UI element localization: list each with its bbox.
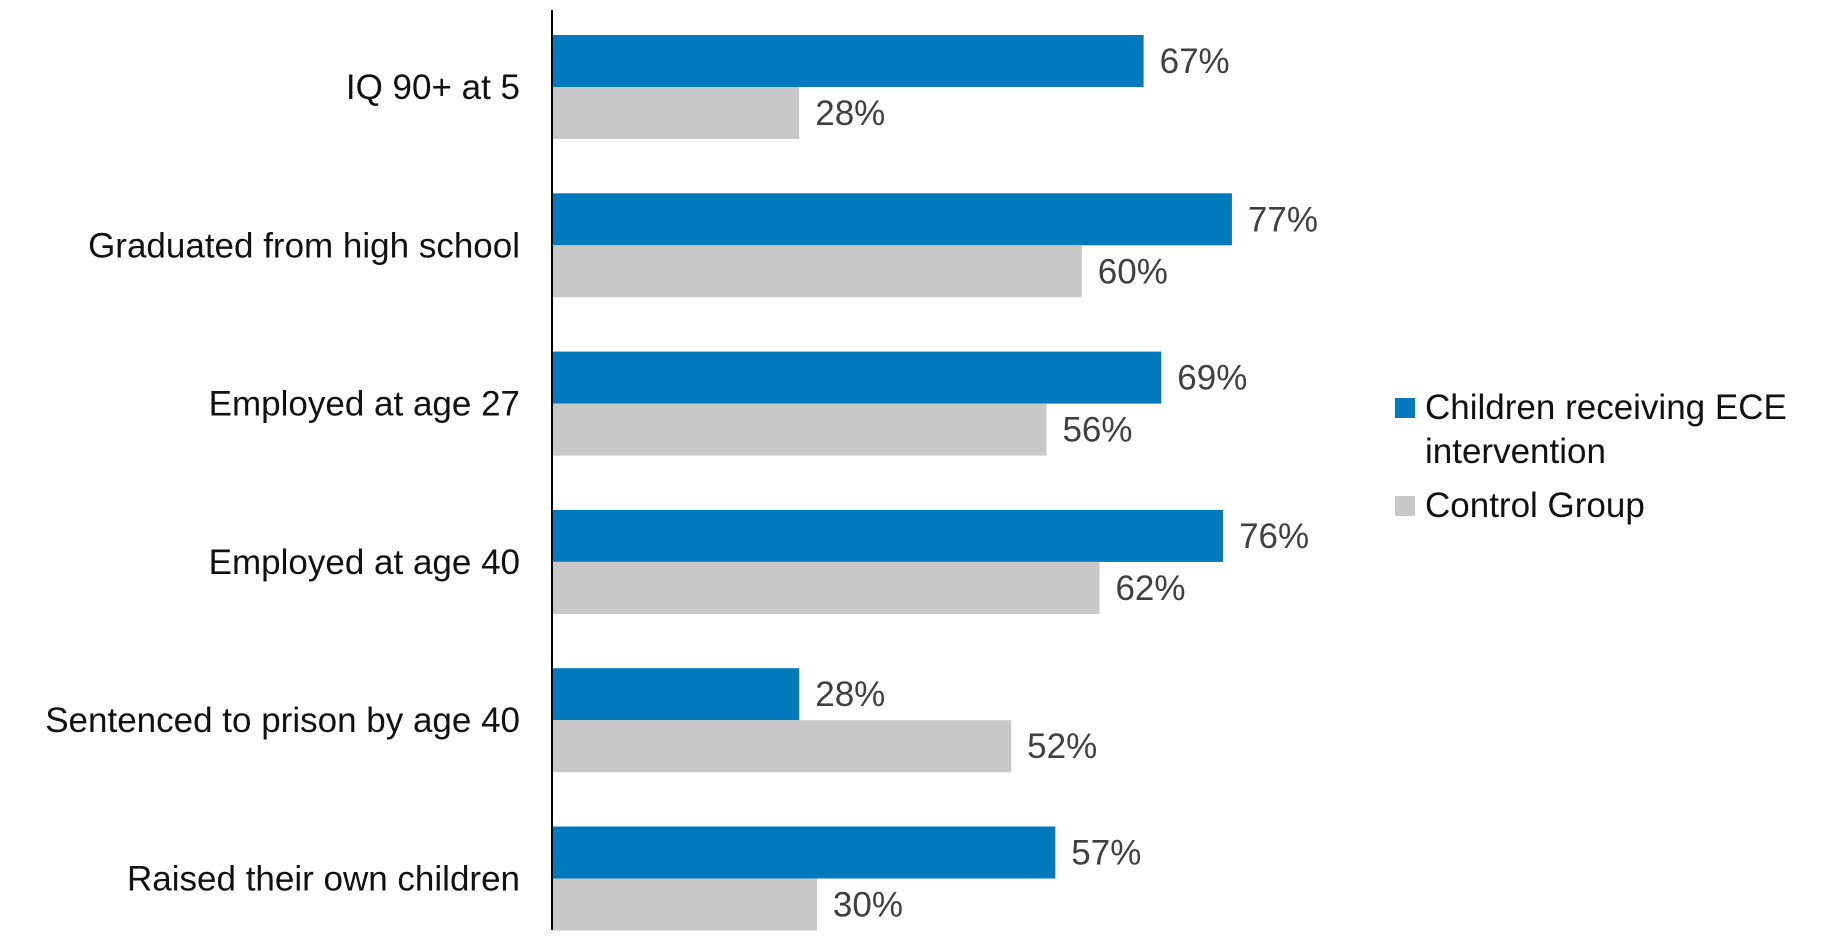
- data-label: 28%: [815, 94, 885, 133]
- bar-control-group: [552, 403, 1047, 456]
- category-label: Raised their own children: [127, 860, 520, 899]
- category-label: Sentenced to prison by age 40: [45, 701, 520, 740]
- value-labels-layer: 67% 28% 77% 60% 69% 56% 76% 62% 28% 52% 57% 30%: [815, 42, 1318, 925]
- legend-label: intervention: [1425, 432, 1606, 471]
- data-label: 56%: [1062, 411, 1132, 450]
- data-label: 67%: [1160, 42, 1230, 81]
- data-label: 76%: [1239, 517, 1309, 556]
- bar-control-group: [552, 87, 800, 139]
- bar-control-group: [552, 245, 1082, 298]
- data-label: 57%: [1071, 834, 1141, 873]
- data-label: 30%: [833, 886, 903, 925]
- bar-control-group: [552, 720, 1012, 773]
- bars-layer: [552, 35, 1232, 931]
- legend-swatch-control-group: [1395, 496, 1415, 516]
- legend-swatch-ece-intervention: [1395, 398, 1415, 418]
- data-label: 60%: [1098, 252, 1168, 291]
- category-label: Employed at age 40: [209, 543, 520, 582]
- bar-control-group: [552, 561, 1100, 614]
- bar-ece-intervention: [552, 193, 1232, 246]
- data-label: 28%: [815, 675, 885, 714]
- category-label: IQ 90+ at 5: [346, 68, 520, 107]
- legend-label: Children receiving ECE: [1425, 388, 1787, 427]
- bar-ece-intervention: [552, 668, 800, 721]
- data-label: 62%: [1115, 569, 1185, 608]
- bar-ece-intervention: [552, 351, 1162, 404]
- data-label: 52%: [1027, 727, 1097, 766]
- bar-ece-intervention: [552, 826, 1056, 879]
- bar-ece-intervention: [552, 509, 1224, 562]
- bar-control-group: [552, 878, 817, 931]
- category-label: Graduated from high school: [88, 226, 520, 265]
- category-labels-layer: IQ 90+ at 5 Graduated from high school Emp…: [45, 68, 520, 899]
- bar-ece-intervention: [552, 35, 1144, 87]
- category-label: Employed at age 27: [209, 385, 520, 424]
- legend-label: Control Group: [1425, 486, 1645, 525]
- data-label: 77%: [1248, 200, 1318, 239]
- data-label: 69%: [1177, 359, 1247, 398]
- legend: Children receiving ECE intervention Contro…: [1395, 388, 1787, 525]
